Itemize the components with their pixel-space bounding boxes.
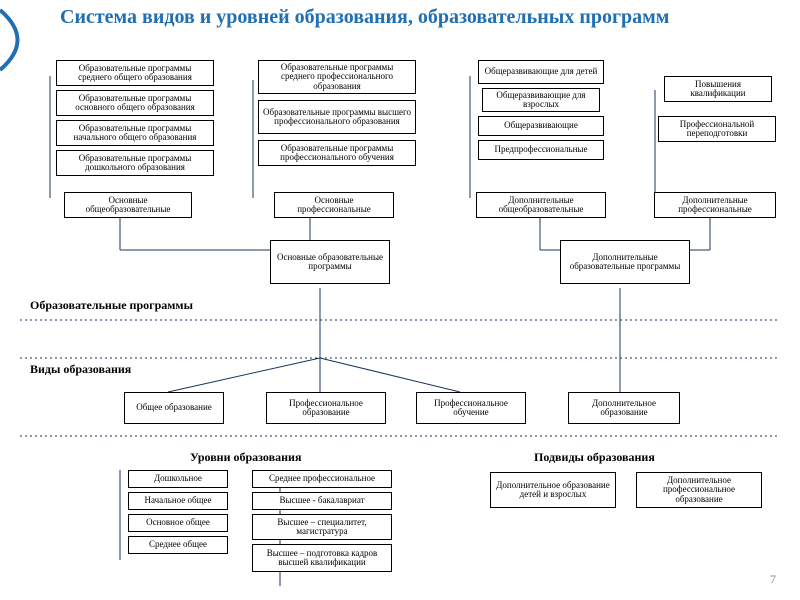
label-programs: Образовательные программы xyxy=(30,298,193,313)
label-types: Виды образования xyxy=(30,362,131,377)
page-title: Система видов и уровней образования, обр… xyxy=(60,6,700,29)
subtype-b: Дополнительное профессиональное образова… xyxy=(636,472,762,508)
col1-c: Образовательные программы начального общ… xyxy=(56,120,214,146)
level-f: Высшее - бакалавриат xyxy=(252,492,392,510)
label-levels: Уровни образования xyxy=(190,450,301,465)
col1-a: Образовательные программы среднего общег… xyxy=(56,60,214,86)
level-c: Основное общее xyxy=(128,514,228,532)
col3-d: Предпрофессиональные xyxy=(478,140,604,160)
mid-main: Основные образовательные программы xyxy=(270,240,390,284)
col1-base: Основные общеобразовательные xyxy=(64,192,192,218)
type-b: Профессиональное образование xyxy=(266,392,386,424)
col4-b: Профессиональной переподготовки xyxy=(658,116,776,142)
col2-c: Образовательные программы профессиональн… xyxy=(258,140,416,166)
level-e: Среднее профессиональное xyxy=(252,470,392,488)
col2-a: Образовательные программы среднего профе… xyxy=(258,60,416,94)
col1-b: Образовательные программы основного обще… xyxy=(56,90,214,116)
col3-b: Общеразвивающие для взрослых xyxy=(482,88,600,112)
col3-base: Дополнительные общеобразовательные xyxy=(476,192,606,218)
mid-add: Дополнительные образовательные программы xyxy=(560,240,690,284)
col3-c: Общеразвивающие xyxy=(478,116,604,136)
type-a: Общее образование xyxy=(124,392,224,424)
page-number: 7 xyxy=(770,572,776,587)
level-b: Начальное общее xyxy=(128,492,228,510)
level-h: Высшее – подготовка кадров высшей квалиф… xyxy=(252,544,392,572)
col4-a: Повышения квалификации xyxy=(664,76,772,102)
col2-b: Образовательные программы высшего профес… xyxy=(258,100,416,134)
level-a: Дошкольное xyxy=(128,470,228,488)
subtype-a: Дополнительное образование детей и взрос… xyxy=(490,472,616,508)
type-c: Профессиональное обучение xyxy=(416,392,526,424)
col1-d: Образовательные программы дошкольного об… xyxy=(56,150,214,176)
level-d: Среднее общее xyxy=(128,536,228,554)
level-g: Высшее – специалитет, магистратура xyxy=(252,514,392,540)
col4-base: Дополнительные профессиональные xyxy=(654,192,776,218)
col2-base: Основные профессиональные xyxy=(274,192,394,218)
col3-a: Общеразвивающие для детей xyxy=(478,60,604,84)
label-subtypes: Подвиды образования xyxy=(534,450,655,465)
type-d: Дополнительное образование xyxy=(568,392,680,424)
